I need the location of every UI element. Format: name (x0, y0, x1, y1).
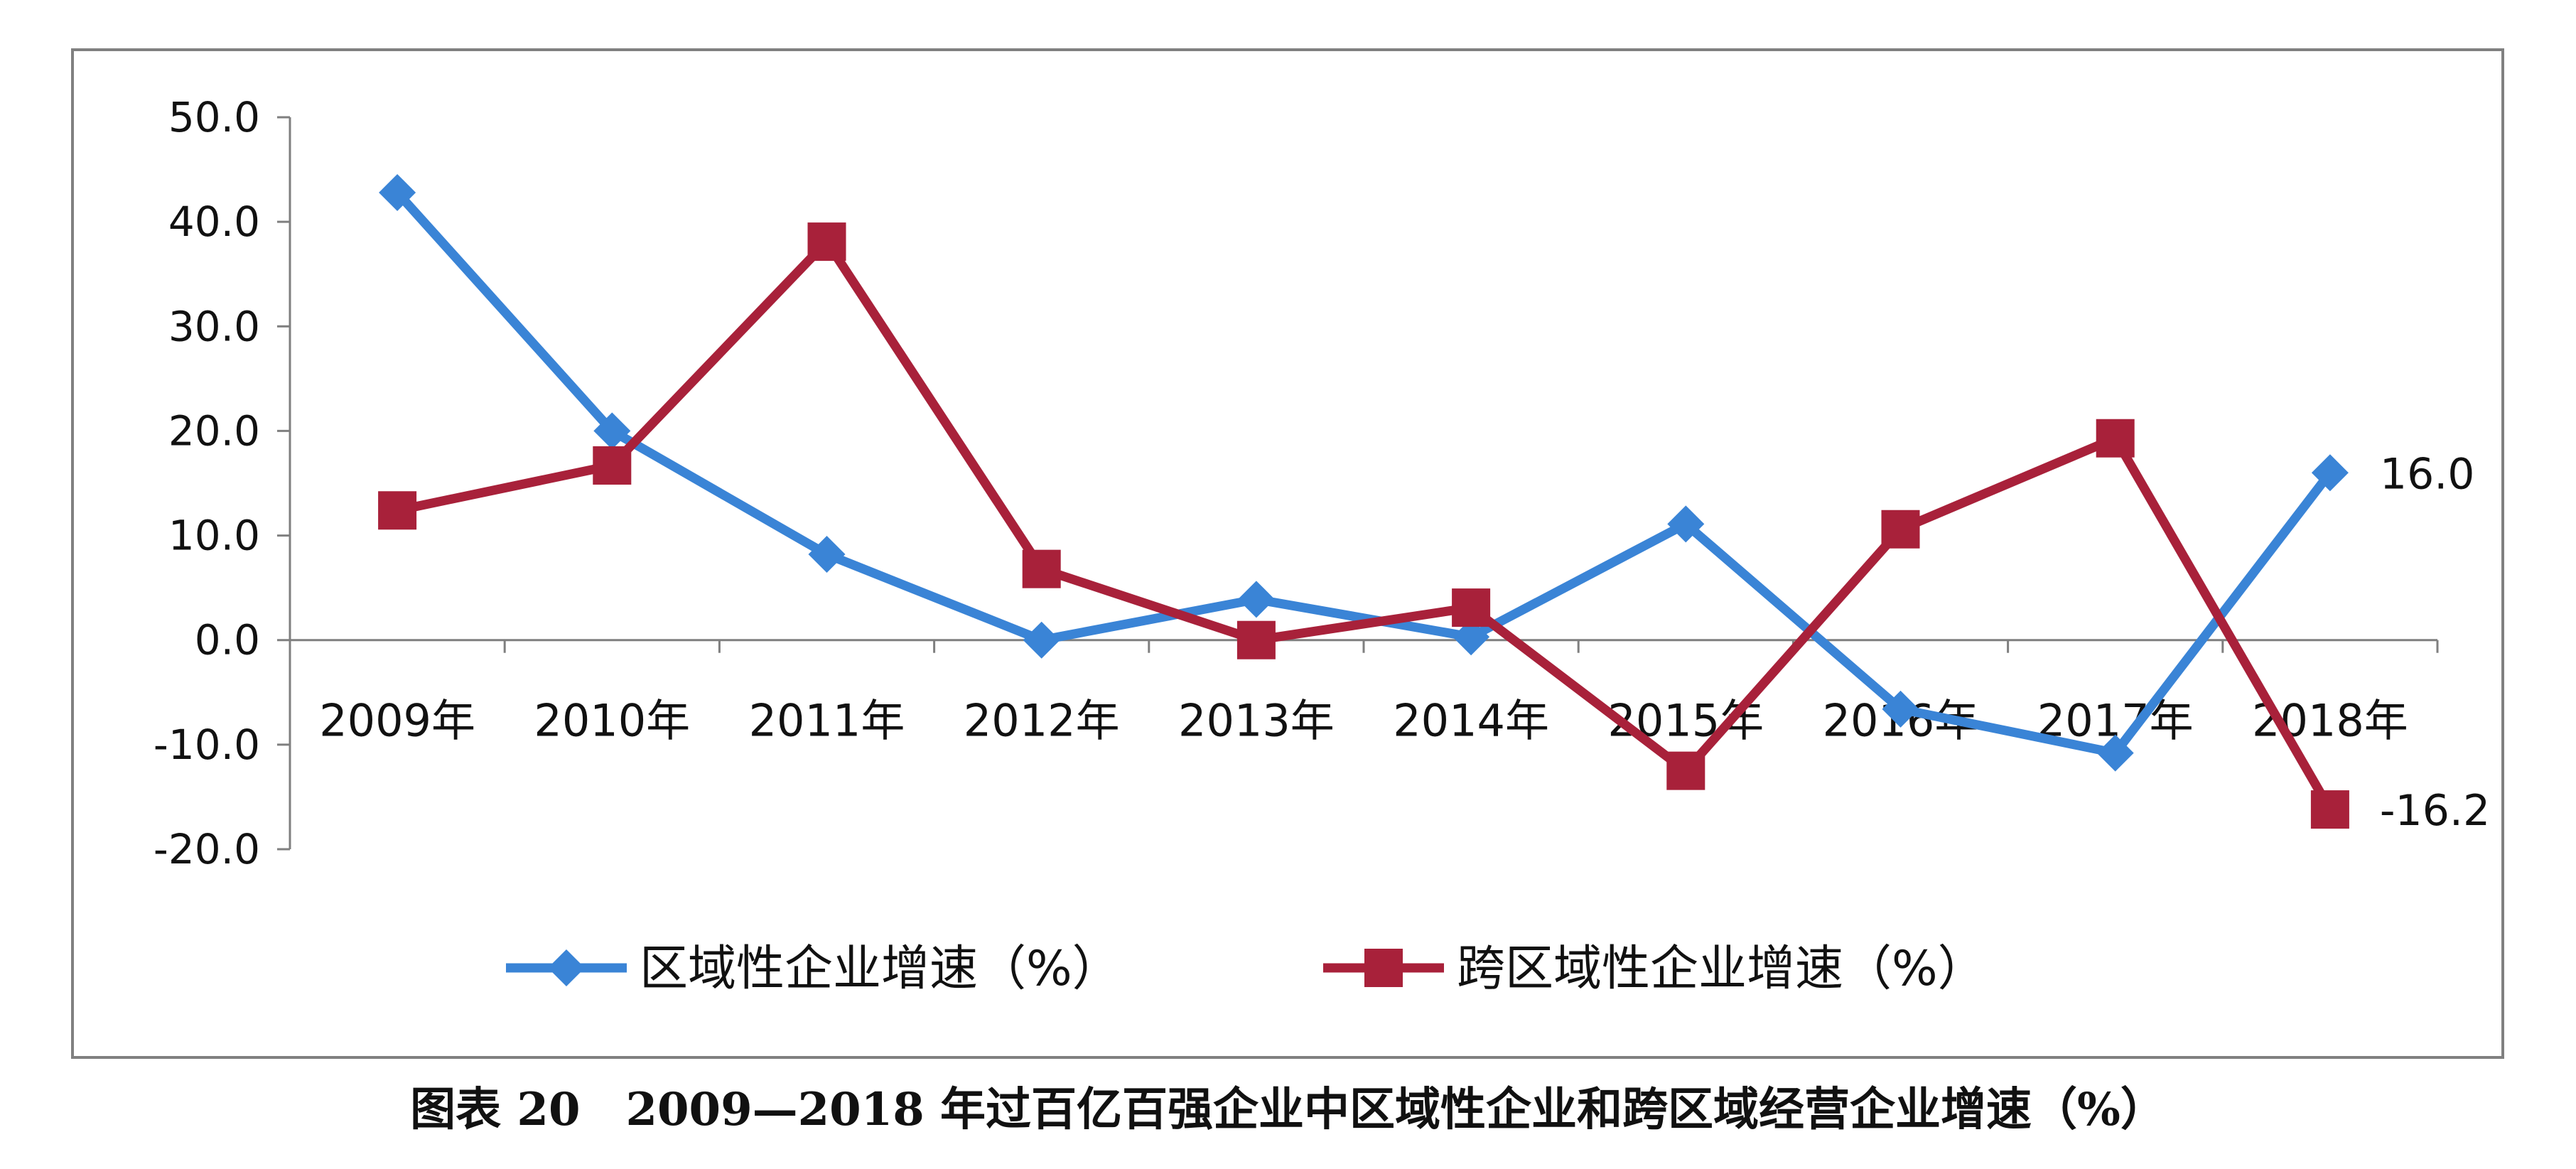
legend-label-1: 跨区域性企业增速（%） (1457, 941, 1986, 997)
data-label: -16.2 (2380, 786, 2490, 836)
y-axis-ticks: 50.0 40.0 30.0 20.0 10.0 0.0 -10.0 -20.0 (153, 93, 290, 873)
data-point (379, 173, 416, 211)
x-tick-label: 2013年 (1178, 695, 1335, 747)
chart-frame (71, 48, 2504, 1059)
x-tick-label: 2014年 (1393, 695, 1549, 747)
y-tick-label: 10.0 (168, 512, 260, 560)
series-1: -16.2 (378, 222, 2490, 836)
series-0: 16.0 (379, 173, 2475, 772)
series-line (394, 189, 2334, 758)
x-tick-label: 2012年 (964, 695, 1120, 747)
data-point (593, 412, 631, 450)
legend-marker-1 (1364, 949, 1403, 987)
data-point (807, 222, 846, 262)
x-tick-label: 2009年 (319, 695, 475, 747)
data-point (1022, 549, 1061, 588)
data-point (1453, 618, 1490, 656)
data-point (2311, 454, 2349, 492)
legend-label-0: 区域性企业增速（%） (640, 941, 1121, 997)
data-point (1023, 621, 1060, 659)
data-point (808, 536, 846, 573)
data-label: 16.0 (2380, 449, 2475, 499)
y-tick-label: 0.0 (195, 616, 260, 664)
data-point (1881, 510, 1920, 549)
y-tick-label: 20.0 (168, 406, 260, 455)
y-tick-label: 30.0 (168, 302, 260, 350)
figure-caption: 图表 20 2009—2018 年过百亿百强企业中区域性企业和跨区域经营企业增速… (410, 1083, 2166, 1136)
data-point (1452, 588, 1491, 627)
data-point (1237, 581, 1275, 618)
legend-marker-0 (548, 949, 585, 986)
data-point (1667, 505, 1705, 543)
data-point (1236, 620, 1276, 659)
data-point (2096, 734, 2134, 772)
data-point (1666, 751, 1705, 790)
y-tick-label: 50.0 (168, 93, 260, 141)
x-tick-label: 2011年 (749, 695, 905, 747)
x-tick-label: 2015年 (1607, 695, 1764, 747)
data-point (378, 491, 417, 530)
y-tick-label: 40.0 (168, 198, 260, 246)
legend: 区域性企业增速（%） 跨区域性企业增速（%） (506, 941, 1986, 997)
data-point (593, 446, 632, 485)
y-tick-label: -20.0 (153, 825, 260, 873)
series-group: 16.0 -16.2 (378, 173, 2490, 836)
data-point (2310, 790, 2349, 829)
data-point (1882, 690, 1919, 728)
series-line (396, 237, 2334, 812)
data-point (2096, 419, 2135, 458)
x-tick-label: 2010年 (534, 695, 690, 747)
y-tick-label: -10.0 (153, 721, 260, 769)
